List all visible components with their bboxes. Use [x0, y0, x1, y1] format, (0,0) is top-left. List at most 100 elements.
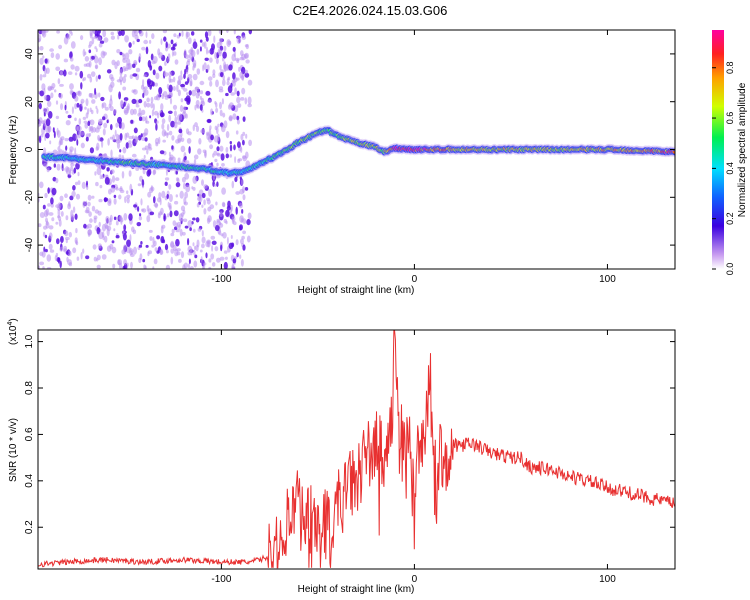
noise-speckle [98, 231, 104, 240]
noise-speckle [70, 31, 73, 36]
noise-speckle [245, 43, 249, 50]
noise-speckle [156, 250, 160, 254]
noise-speckle [165, 168, 168, 176]
noise-speckle [49, 140, 52, 145]
noise-speckle [43, 112, 46, 117]
noise-speckle [97, 243, 102, 249]
noise-speckle [210, 108, 214, 116]
noise-speckle [161, 190, 166, 199]
bottom-y-tick-label: 0.2 [24, 520, 35, 534]
noise-speckle [75, 133, 79, 141]
noise-speckle [168, 130, 173, 136]
noise-speckle [73, 167, 77, 174]
noise-speckle [130, 119, 134, 124]
colorbar-tick-label: 0.8 [725, 61, 735, 74]
top-x-tick-label: 0 [412, 274, 418, 285]
noise-speckle [56, 150, 61, 154]
noise-speckle [228, 115, 233, 122]
noise-speckle [64, 193, 68, 198]
noise-speckle [57, 146, 61, 152]
noise-speckle [72, 247, 77, 254]
noise-speckle [193, 249, 196, 256]
noise-speckle [152, 103, 155, 111]
noise-speckle [164, 61, 167, 66]
noise-speckle [55, 221, 59, 225]
noise-speckle [110, 31, 115, 36]
noise-speckle [100, 96, 105, 102]
noise-speckle [166, 132, 169, 139]
noise-speckle [43, 95, 48, 101]
noise-speckle [56, 130, 61, 138]
noise-speckle [94, 46, 97, 50]
y-multiplier: (x104) [7, 318, 19, 345]
noise-speckle [136, 222, 142, 227]
noise-speckle [217, 123, 220, 128]
noise-speckle [161, 123, 165, 130]
noise-speckle [172, 104, 178, 110]
noise-speckle [201, 179, 204, 186]
noise-speckle [111, 59, 116, 66]
noise-speckle [247, 212, 252, 220]
noise-speckle [230, 235, 233, 239]
noise-speckle [55, 115, 60, 120]
noise-speckle [219, 145, 224, 152]
noise-speckle [43, 246, 46, 253]
noise-speckle [57, 257, 61, 264]
noise-speckle [225, 92, 229, 97]
noise-speckle [215, 201, 218, 206]
noise-speckle [94, 30, 99, 37]
noise-speckle [184, 68, 187, 75]
noise-speckle [207, 50, 211, 54]
noise-speckle [83, 223, 87, 229]
noise-speckle [89, 107, 92, 113]
noise-speckle [129, 183, 133, 192]
noise-speckle [53, 131, 56, 139]
noise-speckle [142, 168, 146, 175]
noise-speckle [56, 238, 60, 245]
noise-speckle [199, 46, 202, 52]
noise-speckle [124, 35, 129, 43]
noise-speckle [219, 256, 225, 261]
noise-speckle [212, 262, 216, 267]
noise-speckle [69, 195, 74, 201]
noise-speckle [185, 128, 190, 135]
noise-speckle [127, 103, 130, 112]
noise-speckle [119, 189, 125, 194]
noise-speckle [149, 115, 152, 119]
noise-speckle [58, 219, 62, 227]
noise-speckle [165, 57, 170, 63]
noise-speckle [141, 208, 144, 212]
noise-speckle [191, 89, 197, 97]
noise-speckle [210, 253, 215, 260]
noise-speckle [46, 167, 50, 173]
noise-speckle [172, 220, 177, 227]
noise-speckle [164, 131, 167, 136]
noise-speckle [134, 30, 138, 37]
noise-speckle [60, 70, 63, 76]
noise-speckle [151, 33, 155, 40]
noise-speckle [154, 82, 158, 87]
noise-speckle [176, 121, 182, 125]
noise-speckle [85, 255, 90, 260]
noise-speckle [55, 177, 59, 184]
noise-speckle [181, 30, 184, 37]
noise-speckle [110, 94, 113, 102]
noise-speckle [74, 95, 79, 102]
noise-speckle [235, 206, 238, 215]
noise-speckle [176, 34, 180, 39]
noise-speckle [137, 206, 140, 212]
noise-speckle [68, 231, 73, 238]
noise-speckle [203, 62, 207, 71]
noise-speckle [65, 145, 68, 151]
noise-speckle [140, 133, 143, 138]
noise-speckle [242, 194, 246, 201]
noise-speckle [118, 30, 122, 37]
bottom-y-tick-label: 0.6 [24, 427, 35, 441]
figure-title: C2E4.2026.024.15.03.G06 [293, 3, 448, 18]
noise-speckle [68, 136, 74, 142]
noise-speckle [77, 130, 82, 139]
noise-speckle [176, 84, 179, 92]
noise-speckle [120, 79, 122, 86]
noise-speckle [245, 59, 250, 64]
noise-speckle [134, 139, 138, 143]
